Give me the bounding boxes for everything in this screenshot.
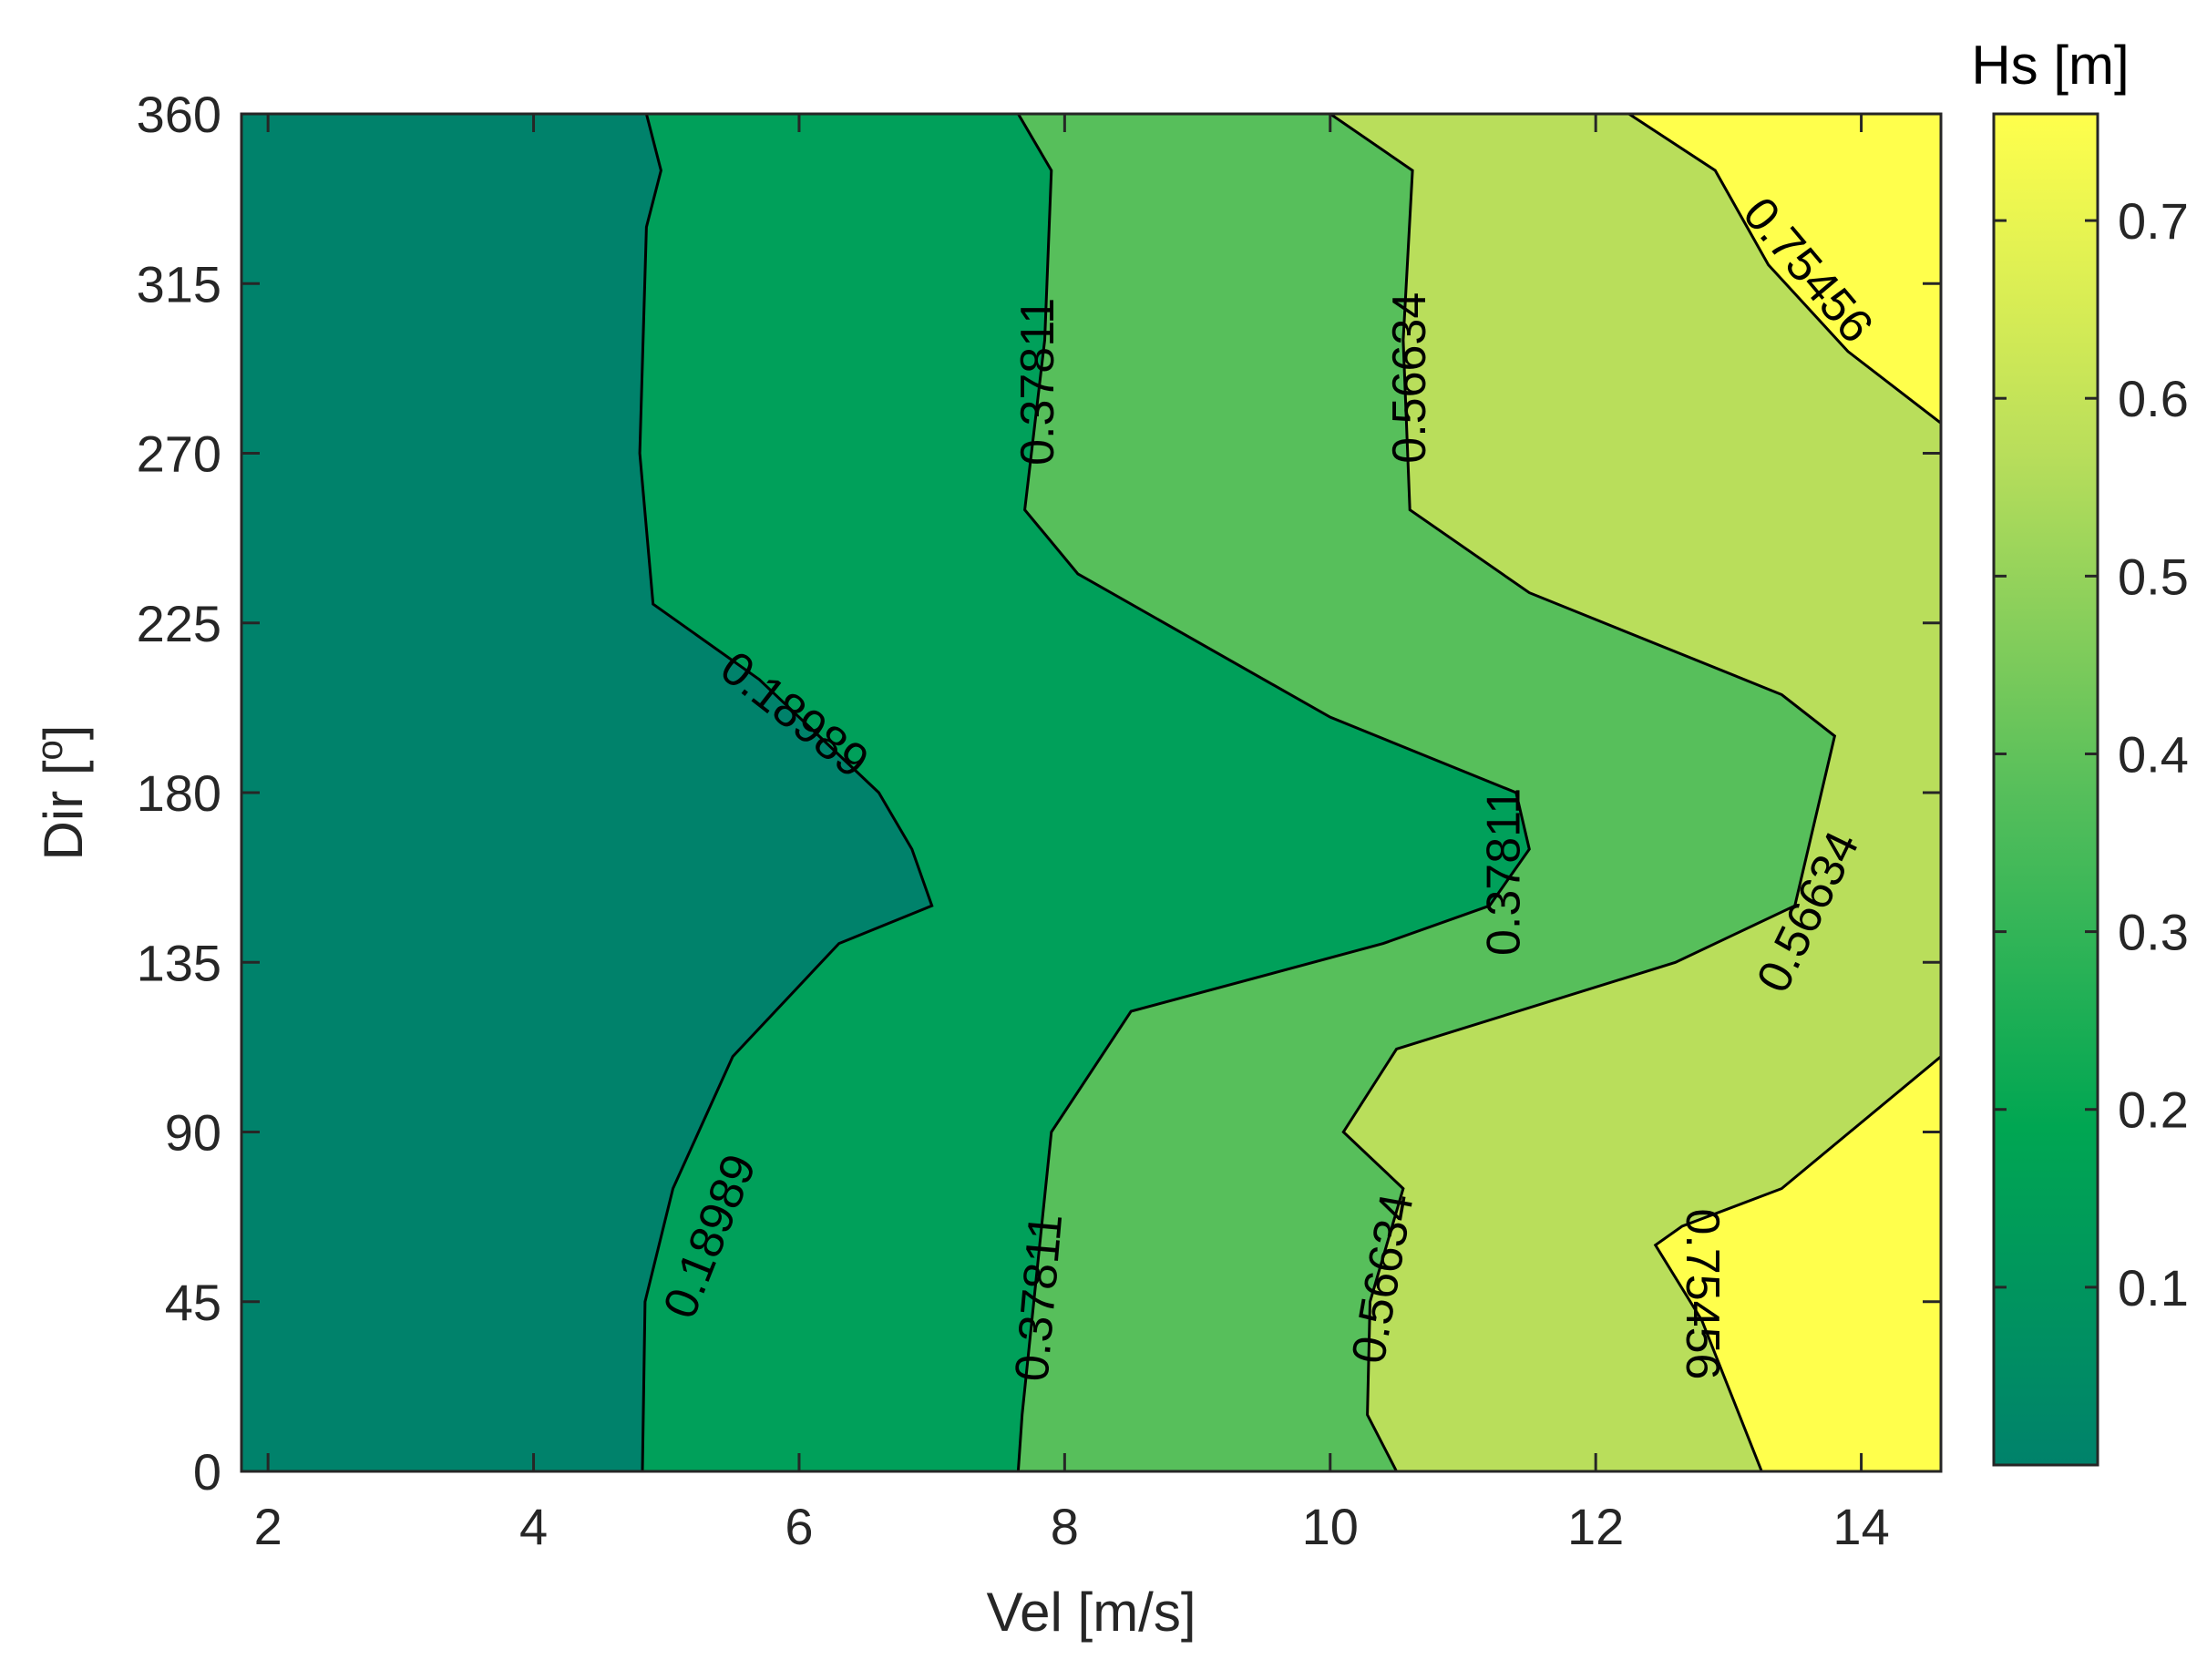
x-axis-title: Vel [m/s] (986, 1582, 1196, 1643)
colorbar-tick-label: 0.3 (2118, 904, 2189, 961)
colorbar (1992, 112, 2099, 1467)
colorbar-tick-label: 0.6 (2118, 370, 2189, 427)
y-tick-label: 270 (137, 425, 221, 483)
y-tick-label: 90 (165, 1104, 221, 1162)
y-axis-title-tail: ] (33, 725, 94, 741)
colorbar-title: Hs [m] (1971, 35, 2129, 96)
x-tick-label: 8 (1051, 1498, 1079, 1555)
y-tick-label: 360 (137, 86, 221, 143)
y-axis: 0 45 90 135 180 225 270 315 360 (137, 86, 1941, 1501)
x-tick-label: 12 (1567, 1498, 1624, 1555)
colorbar-tick-label: 0.5 (2118, 548, 2189, 605)
contour-lines (638, 114, 1941, 1471)
colorbar-tick-label: 0.7 (2118, 192, 2189, 250)
contour-line-2 (1329, 114, 1837, 1471)
contour-label-9: 0.75456 (1676, 1208, 1729, 1379)
x-axis: 2 4 6 8 10 12 14 (254, 114, 1890, 1555)
contour-fills (241, 114, 1941, 1471)
y-tick-label: 135 (137, 934, 221, 991)
contour-line-1 (1016, 114, 1531, 1471)
contour-label-2: 0.37811 (1011, 298, 1064, 466)
y-axis-title-main: Dir [ (33, 760, 94, 860)
x-tick-label: 4 (519, 1498, 548, 1555)
y-tick-label: 0 (193, 1443, 221, 1501)
x-tick-label: 6 (785, 1498, 813, 1555)
region-level-3 (1329, 114, 1941, 1471)
colorbar-ticks: 0.1 0.2 0.3 0.4 0.5 0.6 0.7 (1994, 192, 2189, 1316)
y-axis-title: Dir [o] (30, 725, 94, 861)
colorbar-tick-label: 0.2 (2118, 1081, 2189, 1139)
y-tick-label: 315 (137, 255, 221, 312)
y-axis-title-sup: o (30, 740, 70, 760)
x-tick-label: 14 (1832, 1498, 1889, 1555)
y-tick-label: 225 (137, 595, 221, 652)
contour-label-5: 0.56634 (1383, 292, 1436, 464)
y-tick-label: 45 (165, 1274, 221, 1331)
colorbar-tick-label: 0.1 (2118, 1259, 2189, 1316)
region-level-4-top (1628, 114, 1941, 424)
contour-line-3 (1653, 1055, 1941, 1471)
x-tick-label: 10 (1302, 1498, 1359, 1555)
contour-label-4: 0.37811 (1477, 788, 1530, 956)
contour-line-4 (1627, 114, 1941, 425)
colorbar-tick-label: 0.4 (2118, 725, 2189, 783)
contour-line-0 (638, 114, 934, 1471)
x-tick-label: 2 (254, 1498, 282, 1555)
region-level-4-bottom (1655, 1056, 1941, 1471)
y-tick-label: 180 (137, 764, 221, 822)
